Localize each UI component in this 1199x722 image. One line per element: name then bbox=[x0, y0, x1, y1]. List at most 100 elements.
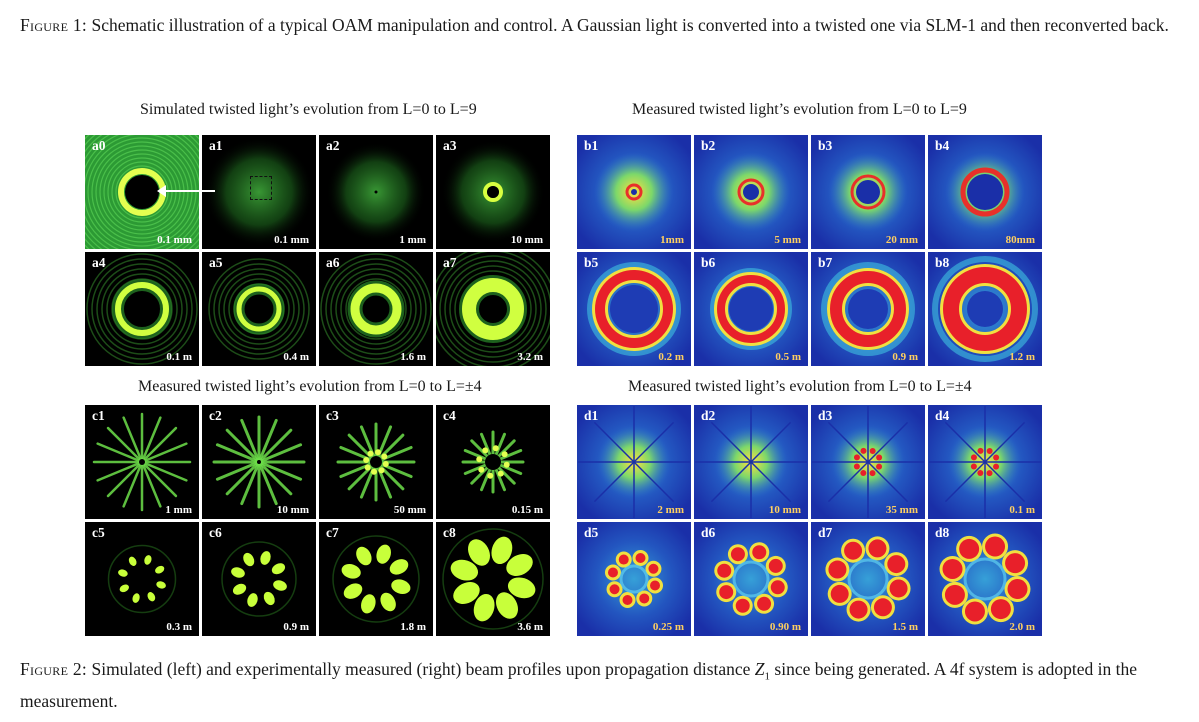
beam-profile-image bbox=[811, 135, 925, 249]
panel-d5: d5 0.25 m bbox=[577, 522, 691, 636]
scale-label: 0.4 m bbox=[283, 351, 309, 363]
scale-label: 0.1 mm bbox=[157, 234, 192, 246]
section-d-title: Measured twisted light’s evolution from … bbox=[628, 378, 972, 395]
scale-label: 0.15 m bbox=[511, 504, 543, 516]
beam-profile-image bbox=[811, 522, 925, 636]
panel-label: c4 bbox=[443, 408, 456, 423]
figure-1-label: Figure 1: bbox=[20, 15, 88, 35]
scale-label: 0.90 m bbox=[769, 621, 801, 633]
scale-label: 0.9 m bbox=[892, 351, 918, 363]
panel-label: d2 bbox=[701, 408, 716, 423]
figure-2-var: Z bbox=[754, 659, 765, 679]
section-a-title: Simulated twisted light’s evolution from… bbox=[140, 101, 477, 118]
beam-profile-image bbox=[577, 522, 691, 636]
panel-grid-b: b1 1mm b2 5 mm b3 20 mm bbox=[577, 135, 1042, 366]
panel-c5: c5 0.3 m bbox=[85, 522, 199, 636]
scale-label: 10 mm bbox=[276, 504, 309, 516]
panel-label: c8 bbox=[443, 525, 456, 540]
panel-a6: a6 1.6 m bbox=[319, 252, 433, 366]
panel-a5: a5 0.4 m bbox=[202, 252, 316, 366]
panel-label: a4 bbox=[92, 255, 106, 270]
panel-label: b5 bbox=[584, 255, 599, 270]
scale-label: 0.9 m bbox=[283, 621, 309, 633]
scale-label: 35 mm bbox=[885, 504, 918, 516]
beam-profile-image bbox=[577, 405, 691, 519]
panel-c8: c8 3.6 m bbox=[436, 522, 550, 636]
panel-c7: c7 1.8 m bbox=[319, 522, 433, 636]
beam-profile-image bbox=[928, 135, 1042, 249]
beam-profile-image bbox=[85, 522, 199, 636]
panel-label: a0 bbox=[92, 138, 106, 153]
panel-label: d7 bbox=[818, 525, 833, 540]
panel-d2: d2 10 mm bbox=[694, 405, 808, 519]
scale-label: 3.2 m bbox=[517, 351, 543, 363]
scale-label: 1.6 m bbox=[400, 351, 426, 363]
panel-label: b4 bbox=[935, 138, 950, 153]
panel-b8: b8 1.2 m bbox=[928, 252, 1042, 366]
scale-label: 0.2 m bbox=[658, 351, 684, 363]
arrow-icon bbox=[157, 185, 215, 197]
panel-label: d5 bbox=[584, 525, 599, 540]
panel-label: b3 bbox=[818, 138, 833, 153]
panel-a0: a0 0.1 mm bbox=[85, 135, 199, 249]
panel-c3: c3 50 mm bbox=[319, 405, 433, 519]
scale-label: 1 mm bbox=[165, 504, 192, 516]
panel-label: b8 bbox=[935, 255, 950, 270]
panel-label: a7 bbox=[443, 255, 457, 270]
panel-label: c6 bbox=[209, 525, 222, 540]
panel-a2: a2 1 mm bbox=[319, 135, 433, 249]
panel-label: d3 bbox=[818, 408, 833, 423]
panel-label: c2 bbox=[209, 408, 222, 423]
scale-label: 1.2 m bbox=[1009, 351, 1035, 363]
beam-profile-image bbox=[319, 135, 433, 249]
panel-grid-c: c1 1 mm c2 10 mm c3 50 mm bbox=[85, 405, 550, 636]
panel-b7: b7 0.9 m bbox=[811, 252, 925, 366]
figure-2-label: Figure 2: bbox=[20, 659, 88, 679]
panel-c2: c2 10 mm bbox=[202, 405, 316, 519]
beam-profile-image bbox=[319, 405, 433, 519]
panel-a3: a3 10 mm bbox=[436, 135, 550, 249]
scale-label: 50 mm bbox=[393, 504, 426, 516]
scale-label: 1.8 m bbox=[400, 621, 426, 633]
panel-label: b6 bbox=[701, 255, 716, 270]
beam-profile-image bbox=[436, 522, 550, 636]
panel-a7: a7 3.2 m bbox=[436, 252, 550, 366]
beam-profile-image bbox=[202, 252, 316, 366]
panel-b3: b3 20 mm bbox=[811, 135, 925, 249]
panel-b1: b1 1mm bbox=[577, 135, 691, 249]
section-c-title: Measured twisted light’s evolution from … bbox=[138, 378, 482, 395]
figure-2-sub: 1 bbox=[764, 670, 771, 683]
scale-label: 0.1 mm bbox=[274, 234, 309, 246]
scale-label: 2 mm bbox=[657, 504, 684, 516]
panel-label: c7 bbox=[326, 525, 339, 540]
panel-grid-a: a0 0.1 mm a1 0.1 mm a2 1 mm bbox=[85, 135, 550, 366]
scale-label: 0.1 m bbox=[166, 351, 192, 363]
beam-profile-image bbox=[436, 252, 550, 366]
panel-label: d8 bbox=[935, 525, 950, 540]
panel-label: c1 bbox=[92, 408, 105, 423]
beam-profile-image bbox=[577, 135, 691, 249]
beam-profile-image bbox=[694, 252, 808, 366]
beam-profile-image bbox=[694, 522, 808, 636]
panel-a1: a1 0.1 mm bbox=[202, 135, 316, 249]
scale-label: 10 mm bbox=[768, 504, 801, 516]
beam-profile-image bbox=[928, 252, 1042, 366]
beam-profile-image bbox=[811, 405, 925, 519]
panel-label: d1 bbox=[584, 408, 599, 423]
scale-label: 3.6 m bbox=[517, 621, 543, 633]
beam-profile-image bbox=[577, 252, 691, 366]
panel-label: d6 bbox=[701, 525, 716, 540]
panel-label: b7 bbox=[818, 255, 833, 270]
panel-label: a2 bbox=[326, 138, 340, 153]
panel-label: c5 bbox=[92, 525, 105, 540]
panel-c6: c6 0.9 m bbox=[202, 522, 316, 636]
figure-2-caption: Figure 2: Simulated (left) and experimen… bbox=[20, 657, 1170, 713]
scale-label: 2.0 m bbox=[1009, 621, 1035, 633]
section-b-title: Measured twisted light’s evolution from … bbox=[632, 101, 967, 118]
scale-label: 0.5 m bbox=[775, 351, 801, 363]
beam-profile-image bbox=[319, 522, 433, 636]
scale-label: 1 mm bbox=[399, 234, 426, 246]
scale-label: 0.25 m bbox=[652, 621, 684, 633]
figure-2-text-after: since being generated. A 4f system is ad… bbox=[20, 659, 1137, 711]
beam-profile-image bbox=[436, 135, 550, 249]
